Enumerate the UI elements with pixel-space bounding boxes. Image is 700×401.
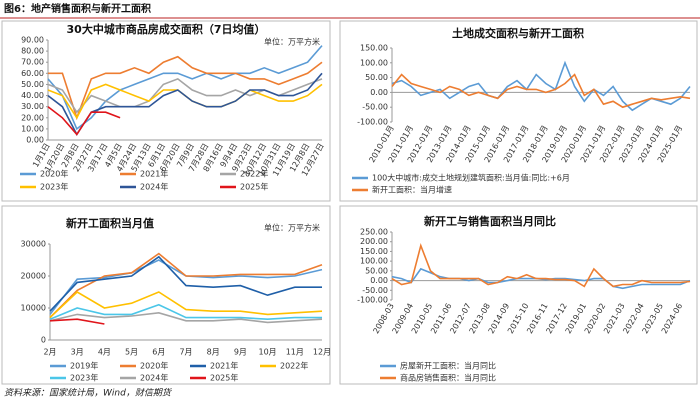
series-line [47,45,323,131]
series-line [391,242,691,288]
y-tick-label: 40.00 [21,91,44,100]
panel [1,205,331,385]
legend-label: 2021年 [140,169,168,179]
x-tick-label: 10月 [259,348,277,357]
y-tick-label: 100.00 [360,257,388,266]
series-line [49,311,323,324]
legend-label: 商品房销售面积：当月同比 [400,373,496,383]
legend-label: 新开工面积：当月增速 [372,185,452,195]
y-tick-label: 50.00 [365,73,388,82]
x-tick-label: 11月 [286,348,304,357]
chart-title: 新开工与销售面积当月同比 [424,214,556,228]
series-line [49,303,322,321]
legend-label: 2022年 [240,169,268,179]
series-line [391,60,691,112]
legend-label: 2021年 [210,361,238,371]
series-line [49,255,322,312]
legend-label: 2024年 [140,182,168,192]
x-tick-label: 4月 [98,348,111,357]
y-tick-label: 0.00 [370,88,388,97]
legend-label: 房屋新开工面积：当月同比 [400,361,496,371]
y-tick-label: 50.00 [365,266,388,275]
legend-label: 2025年 [210,373,238,383]
unit-label: 单位：万平方米 [264,37,320,47]
unit-label: 单位：万平方米 [264,223,320,233]
y-tick-label: -50.00 [362,286,388,295]
panel [339,20,698,202]
y-tick-label: 70.00 [21,58,44,67]
panel [1,20,331,202]
series-line [49,259,323,315]
y-tick-label: 250.00 [360,228,388,237]
series-line [49,318,105,325]
legend-label: 2022年 [280,361,308,371]
legend-label: 2024年 [140,373,168,383]
y-tick-label: 30000 [21,240,46,249]
y-tick-label: 150.00 [360,247,388,256]
y-tick-label: 20000 [21,272,46,281]
legend-label: 2020年 [140,361,168,371]
y-tick-label: 150.00 [360,44,388,53]
series-line [391,73,691,109]
x-tick-label: 9月 [234,348,247,357]
series-line [47,72,323,136]
x-tick-label: 2月 [43,348,56,357]
y-tick-label: -100.00 [357,118,388,127]
y-tick-label: -100.00 [357,296,388,305]
x-tick-label: 3月 [71,348,84,357]
panel [339,205,698,385]
legend-label: 2019年 [70,361,98,371]
chart-title: 30大中城市商品房成交面积（7日均值） [67,22,266,36]
series-line [47,106,121,136]
figure-title: 图6：地产销售面积与新开工面积 [4,2,151,15]
y-tick-label: 100.00 [360,58,388,67]
legend-label: 2020年 [40,169,68,179]
y-tick-label: 60.00 [21,69,44,78]
y-tick-label: 30.00 [21,102,44,111]
y-tick-label: 10000 [21,304,46,313]
x-tick-label: 7月 [179,348,192,357]
y-tick-label: 0.00 [26,136,44,145]
y-tick-label: 10.00 [21,124,44,133]
y-tick-label: 200.00 [360,237,388,246]
y-tick-label: 90.00 [21,36,44,45]
x-tick-label: 6月 [152,348,165,357]
x-tick-label: 5月 [125,348,138,357]
y-tick-label: 50.00 [21,80,44,89]
y-tick-label: -50.00 [362,103,388,112]
y-tick-label: 80.00 [21,47,44,56]
y-tick-label: 0.00 [370,276,388,285]
legend-label: 100大中城市:成交土地规划建筑面积:当月值:同比:+6月 [372,173,570,183]
legend-label: 2023年 [40,182,68,192]
series-line [48,55,323,121]
y-tick-label: 20.00 [21,113,44,122]
x-tick-label: 8月 [207,348,220,357]
y-tick-label: 0 [41,336,46,345]
source-note: 资料来源：国家统计局，Wind，财信期货 [4,388,173,399]
series-line [49,291,323,319]
legend-label: 2025年 [240,182,268,192]
chart-title: 土地成交面积与新开工面积 [452,26,584,40]
legend-label: 2023年 [70,373,98,383]
series-line [47,83,323,120]
x-tick-label: 12月 [313,348,331,357]
chart-title: 新开工面积当月值 [66,216,154,230]
